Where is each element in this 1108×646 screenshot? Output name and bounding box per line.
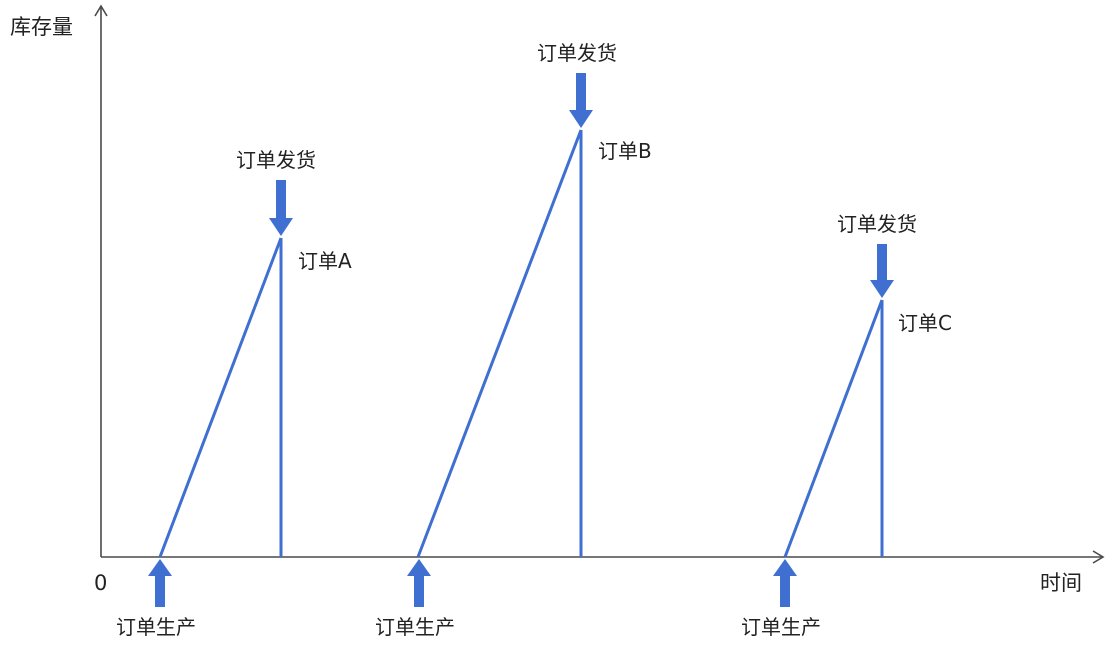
order-b-ship-arrow [569, 73, 593, 128]
order-a-group: 订单发货 订单A 订单生产 [116, 148, 352, 639]
order-c-ship-label: 订单发货 [837, 212, 917, 236]
x-axis-label: 时间 [1040, 571, 1082, 595]
order-b-produce-arrow [407, 559, 431, 607]
order-b-ship-label: 订单发货 [537, 41, 617, 65]
order-c-name: 订单C [898, 311, 952, 335]
order-a-produce-arrow [148, 559, 172, 607]
order-b-produce-label: 订单生产 [375, 615, 455, 639]
order-c-produce-arrow [773, 559, 797, 607]
order-a-produce-label: 订单生产 [116, 615, 196, 639]
order-b-group: 订单发货 订单B 订单生产 [375, 41, 652, 639]
origin-label: 0 [94, 571, 107, 595]
y-axis-arrowhead [94, 4, 108, 17]
order-b-name: 订单B [598, 139, 652, 163]
order-c-group: 订单发货 订单C 订单生产 [741, 212, 952, 639]
order-a-ship-label: 订单发货 [236, 148, 316, 172]
order-a-ramp [158, 237, 283, 558]
order-a-ship-arrow [269, 180, 293, 236]
order-c-ramp [783, 299, 884, 558]
order-c-produce-label: 订单生产 [741, 615, 821, 639]
order-b-ramp [416, 129, 583, 558]
order-a-name: 订单A [298, 249, 352, 273]
order-c-ship-arrow [870, 244, 894, 298]
y-axis-label: 库存量 [10, 15, 73, 39]
x-axis-arrowhead [1092, 550, 1105, 564]
